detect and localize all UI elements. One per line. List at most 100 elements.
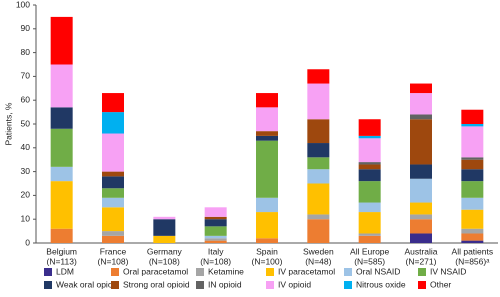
x-tick-label: Italy: [208, 246, 224, 256]
bar-segment: [153, 219, 176, 236]
y-tick-label: 50: [21, 118, 31, 128]
y-tick-label: 80: [21, 47, 31, 57]
bar-segment: [410, 214, 432, 220]
bar-segment: [102, 133, 124, 172]
x-tick-label: All patients: [452, 246, 494, 256]
x-tick-label: Australia: [404, 246, 437, 256]
y-tick-label: 0: [25, 237, 30, 247]
bar-segment: [153, 216, 176, 220]
bar-segment: [358, 164, 381, 170]
bar-segment: [50, 64, 73, 108]
bar-segment: [461, 228, 484, 234]
bar-segment: [50, 128, 73, 167]
bar-segment: [410, 114, 432, 120]
bar-segment: [102, 188, 124, 198]
legend-label: Oral NSAID: [356, 266, 400, 276]
bar-segment: [256, 107, 278, 132]
legend-label: IV NSAID: [430, 266, 466, 276]
y-tick-label: 10: [21, 213, 31, 223]
legend-label: IN opioid: [208, 279, 242, 289]
x-tick-sublabel: (N=108): [149, 256, 180, 266]
legend-label: Oral paracetamol: [123, 266, 188, 276]
bar-segment: [256, 140, 278, 198]
x-tick-sublabel: (N=100): [252, 256, 283, 266]
bar-segment: [102, 176, 124, 189]
y-tick-label: 100: [16, 0, 30, 9]
legend-label: Nitrous oxide: [356, 279, 406, 289]
legend-swatch: [44, 268, 52, 276]
bar-segment: [307, 119, 330, 144]
bar-segment: [102, 93, 124, 113]
bar-segment: [50, 166, 73, 182]
bar-segment: [461, 157, 484, 160]
bar-segment: [461, 126, 484, 158]
bar-segment: [50, 181, 73, 229]
legend-swatch: [418, 268, 426, 276]
y-tick-label: 70: [21, 71, 31, 81]
bar-segment: [307, 219, 330, 243]
bar-segment: [50, 16, 73, 65]
bar-segment: [410, 202, 432, 215]
bar-segment: [102, 235, 124, 243]
x-tick-sublabel: (N=856)ᵃ: [455, 256, 490, 266]
bar-segment: [50, 107, 73, 129]
bar-segment: [153, 235, 176, 243]
bar-segment: [256, 131, 278, 136]
y-tick-label: 30: [21, 166, 31, 176]
bar-segment: [461, 233, 484, 241]
bar-segment: [410, 233, 432, 243]
legend-swatch: [266, 268, 274, 276]
bar-segment: [410, 164, 432, 179]
bar-segment: [307, 169, 330, 184]
bar-segment: [410, 219, 432, 234]
bar-segment: [461, 109, 484, 124]
bar-segment: [256, 212, 278, 239]
bar-segment: [204, 207, 227, 217]
legend-swatch: [111, 281, 119, 289]
bar-segment: [358, 212, 381, 234]
x-tick-label: Spain: [256, 246, 278, 256]
y-tick-label: 20: [21, 190, 31, 200]
bar-segment: [256, 135, 278, 141]
bar-segment: [307, 83, 330, 120]
legend-swatch: [266, 281, 274, 289]
y-tick-label: 40: [21, 142, 31, 152]
bar-segment: [102, 197, 124, 208]
x-tick-sublabel: (N=108): [200, 256, 231, 266]
bar-segment: [102, 171, 124, 177]
legend-swatch: [344, 268, 352, 276]
bar-segment: [358, 181, 381, 203]
y-tick-label: 90: [21, 23, 31, 33]
bar-segment: [256, 238, 278, 243]
bar-segment: [307, 214, 330, 220]
bar-segment: [358, 235, 381, 243]
y-tick-label: 60: [21, 94, 31, 104]
bar-segment: [102, 112, 124, 134]
legend-label: Weak oral opioid: [56, 279, 119, 289]
bar-segment: [461, 197, 484, 210]
bar-segment: [256, 93, 278, 108]
legend-label: Strong oral opioid: [123, 279, 190, 289]
bar-segment: [204, 235, 227, 239]
bar-segment: [461, 169, 484, 182]
x-tick-sublabel: (N=48): [305, 256, 331, 266]
bar-segment: [358, 135, 381, 139]
legend-swatch: [111, 268, 119, 276]
bar-segment: [461, 159, 484, 170]
bar-segment: [204, 240, 227, 243]
bar-segment: [358, 169, 381, 182]
x-tick-label: Sweden: [303, 246, 334, 256]
bar-segment: [410, 83, 432, 94]
legend-label: Ketamine: [208, 266, 244, 276]
x-tick-sublabel: (N=113): [47, 256, 77, 266]
x-tick-label: All Europe: [350, 246, 389, 256]
legend-swatch: [418, 281, 426, 289]
legend-label: IV opioid: [278, 279, 311, 289]
legend-swatch: [196, 268, 204, 276]
legend-swatch: [44, 281, 52, 289]
x-tick-sublabel: (N=271): [406, 256, 437, 266]
bar-segment: [461, 240, 484, 243]
legend-label: LDM: [56, 266, 74, 276]
x-tick-label: France: [100, 246, 127, 256]
